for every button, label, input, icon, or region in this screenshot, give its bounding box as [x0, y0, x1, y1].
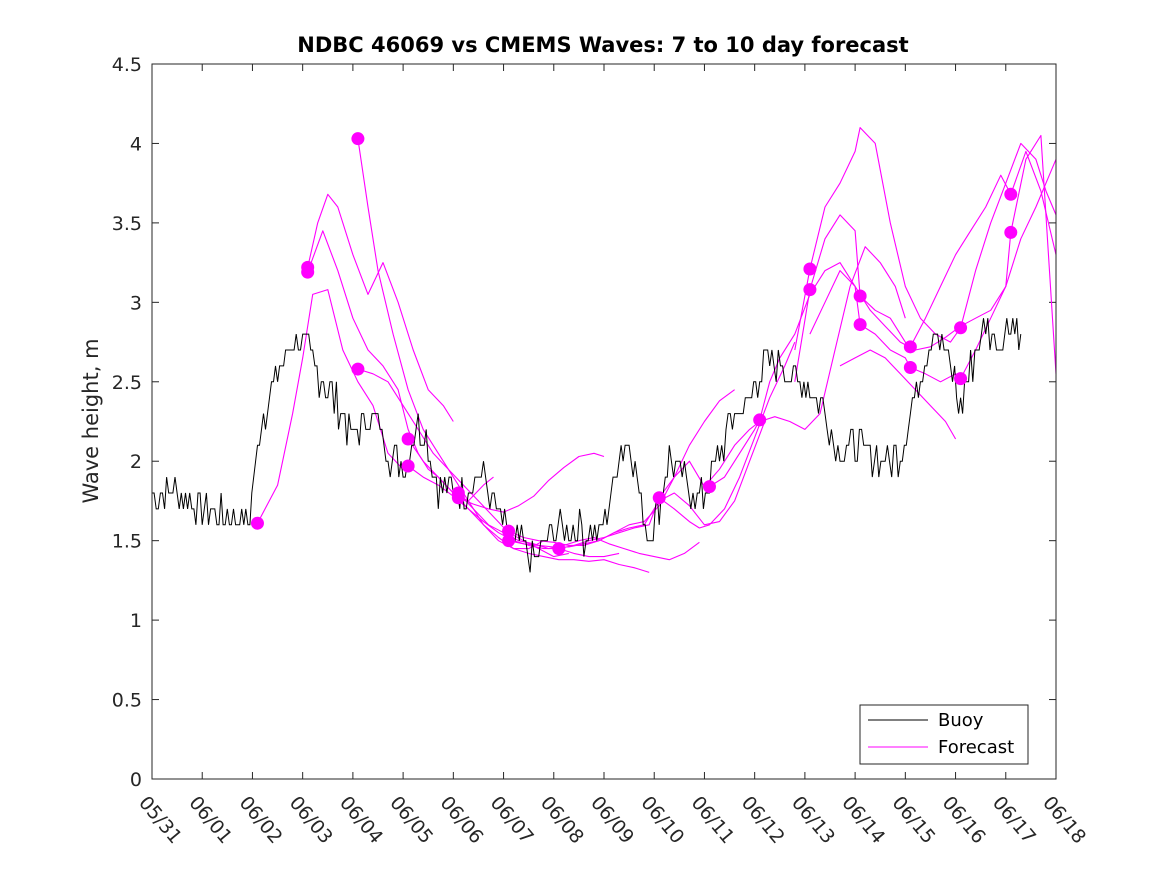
forecast-start-marker: [401, 432, 415, 446]
forecast-start-marker: [351, 132, 365, 146]
forecast-start-marker: [250, 516, 264, 530]
forecast-markers: [250, 132, 1018, 556]
y-tick-label: 4: [130, 133, 142, 155]
chart-title: NDBC 46069 vs CMEMS Waves: 7 to 10 day f…: [297, 33, 908, 57]
forecast-line-15: [794, 127, 1057, 351]
y-tick-label: 3: [130, 292, 142, 314]
y-tick-label: 3.5: [112, 213, 142, 235]
forecast-line-18: [839, 349, 957, 440]
legend-label-forecast: Forecast: [938, 737, 1014, 758]
forecast-line-1: [257, 289, 404, 524]
forecast-start-marker: [853, 289, 867, 303]
y-tick-label: 1.5: [112, 531, 142, 553]
forecast-start-marker: [753, 413, 767, 427]
forecast-start-marker: [853, 318, 867, 332]
forecast-line-11: [508, 421, 766, 548]
forecast-start-marker: [502, 534, 516, 548]
y-tick-label: 2: [130, 451, 142, 473]
y-axis-label: Wave height, m: [79, 338, 103, 503]
forecast-start-marker: [1004, 225, 1018, 239]
forecast-start-marker: [552, 542, 566, 556]
forecast-start-marker: [351, 362, 365, 376]
forecast-line-10: [508, 389, 735, 546]
forecast-start-marker: [451, 491, 465, 505]
forecast-start-marker: [702, 480, 716, 494]
forecast-start-marker: [803, 283, 817, 297]
legend-label-buoy: Buoy: [938, 710, 984, 731]
forecast-start-marker: [954, 372, 968, 386]
forecast-start-marker: [903, 360, 917, 374]
forecast-start-marker: [803, 262, 817, 276]
y-tick-label: 0.5: [112, 690, 142, 712]
forecast-line-12: [558, 341, 796, 550]
legend: Buoy Forecast: [859, 704, 1029, 765]
forecast-line-7: [407, 465, 650, 573]
forecast-start-marker: [652, 491, 666, 505]
buoy-line: [152, 318, 1022, 573]
forecast-start-marker: [903, 340, 917, 354]
forecast-start-marker: [301, 265, 315, 279]
y-axis-ticks: 0 0.5 1 1.5 2 2.5 3 3.5 4 4.5: [112, 54, 1056, 791]
legend-box: [859, 704, 1029, 765]
forecast-start-marker: [502, 524, 516, 538]
forecast-start-marker: [954, 321, 968, 335]
forecast-line-2: [307, 193, 454, 422]
y-tick-label: 2.5: [112, 372, 142, 394]
y-tick-label: 0: [130, 769, 142, 791]
forecast-start-marker: [1004, 187, 1018, 201]
forecast-start-marker: [401, 459, 415, 473]
y-tick-label: 1: [130, 610, 142, 632]
plot-frame: [151, 63, 1057, 780]
forecast-line-8: [457, 492, 700, 561]
y-tick-label: 4.5: [112, 54, 142, 76]
forecast-line-9: [458, 452, 605, 513]
